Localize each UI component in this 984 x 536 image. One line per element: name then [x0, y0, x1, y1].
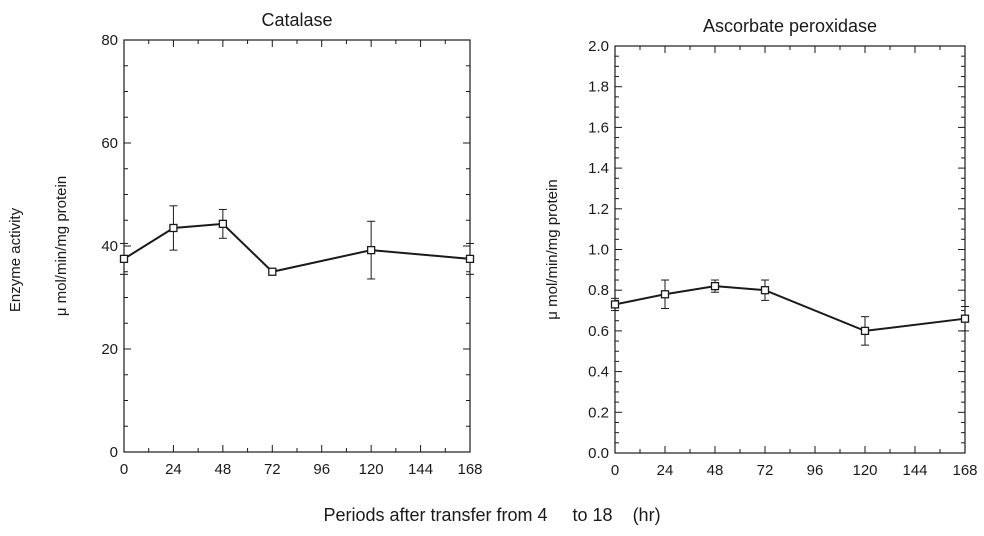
y-tick-label: 1.0: [588, 242, 609, 259]
data-point: [710, 281, 720, 291]
shared-ylabel: Enzyme activity: [7, 207, 24, 312]
y-axis-label: μ mol/min/mg protein: [544, 179, 561, 319]
y-tick-label: 2.0: [588, 38, 609, 55]
x-tick-label: 120: [852, 462, 877, 479]
y-tick-label: 1.6: [588, 119, 609, 136]
x-tick-label: 24: [165, 461, 182, 478]
x-tick-label: 144: [902, 462, 927, 479]
y-tick-label: 20: [101, 341, 118, 358]
y-tick-label: 40: [101, 238, 118, 255]
plot-frame: [123, 39, 471, 453]
data-point: [268, 267, 277, 276]
chart-title: Ascorbate peroxidase: [703, 16, 877, 36]
x-tick-label: 72: [264, 461, 281, 478]
x-tick-label: 0: [120, 461, 128, 478]
catalase-chart: Catalase μ mol/min/mg protein 0 24 48 72 96 120…: [53, 10, 483, 478]
x-tick-label: 144: [408, 461, 433, 478]
data-point: [960, 314, 970, 323]
x-tick-label: 168: [952, 462, 977, 479]
chart-title: Catalase: [261, 10, 332, 30]
data-point: [660, 290, 670, 299]
x-tick-label: 96: [807, 462, 824, 479]
x-axis-label: Periods after transfer from 4 to 18 (hr): [0, 505, 984, 526]
y-tick-label: 1.2: [588, 201, 609, 218]
y-axis-label: μ mol/min/mg protein: [53, 176, 70, 316]
x-tick-label: 0: [611, 462, 619, 479]
data-point: [218, 219, 228, 229]
y-tick-label: 0.8: [588, 282, 609, 299]
y-tick-label: 1.4: [588, 160, 609, 177]
y-tick-label: 0: [110, 444, 118, 461]
y-tick-label: 0.0: [588, 445, 609, 462]
y-tick-label: 0.4: [588, 364, 609, 381]
y-tick-label: 1.8: [588, 79, 609, 96]
data-point: [760, 286, 770, 295]
data-point: [610, 300, 620, 309]
ascorbate-peroxidase-chart: Ascorbate peroxidase μ mol/min/mg protein…: [544, 16, 978, 479]
plot-frame: [614, 45, 966, 454]
data-point: [119, 254, 129, 264]
x-tick-label: 72: [757, 462, 774, 479]
x-tick-label: 120: [359, 461, 384, 478]
series-line: [123, 222, 471, 273]
y-tick-label: 0.2: [588, 404, 609, 421]
y-tick-label: 60: [101, 135, 118, 152]
data-point: [169, 223, 178, 233]
shared-ylabel-text: Enzyme activity: [7, 207, 24, 312]
data-point: [860, 326, 870, 336]
y-tick-label: 80: [101, 32, 118, 49]
data-point: [465, 254, 475, 264]
y-tick-label: 0.6: [588, 323, 609, 340]
x-tick-label: 48: [707, 462, 724, 479]
x-tick-label: 96: [313, 461, 330, 478]
series-line: [614, 285, 966, 332]
x-tick-label: 24: [657, 462, 674, 479]
data-point: [366, 245, 376, 255]
x-axis-label-text: Periods after transfer from 4 to 18 (hr): [323, 505, 661, 525]
x-tick-label: 168: [457, 461, 482, 478]
x-tick-label: 48: [215, 461, 232, 478]
